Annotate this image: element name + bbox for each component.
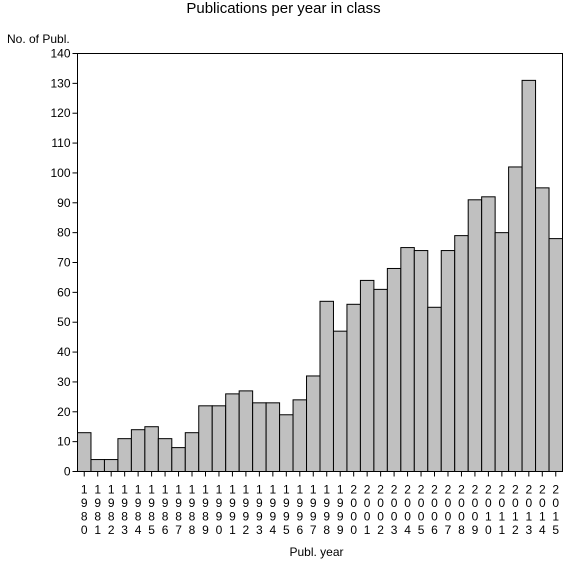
y-tick-label: 60 (57, 285, 71, 299)
bar-1991 (225, 393, 240, 472)
chart-title: Publications per year in class (186, 0, 381, 17)
bar-2015 (548, 238, 563, 472)
y-tick-label: 70 (57, 256, 71, 270)
bar-2010 (481, 196, 496, 472)
bar-1990 (211, 405, 227, 473)
y-tick-label: 0 (64, 465, 71, 479)
bar-1983 (117, 438, 132, 472)
bar-2008 (454, 235, 469, 472)
y-axis-ticks: 0 10 20 30 40 50 60 70 80 90 100 110 120 130 140 (50, 47, 78, 479)
bar-2009 (467, 199, 483, 473)
y-tick-label: 140 (50, 47, 70, 61)
bar-2014 (535, 187, 550, 472)
bar-1995 (279, 414, 294, 472)
bar-1993 (252, 402, 267, 473)
bar-1992 (238, 390, 254, 472)
bar-1996 (292, 399, 308, 473)
y-tick-label: 30 (57, 375, 71, 389)
x-axis-label: Publ. year (289, 545, 344, 559)
y-tick-label: 120 (50, 106, 70, 120)
bar-1984 (130, 429, 146, 473)
y-tick-label: 80 (57, 226, 71, 240)
bar-2002 (373, 288, 388, 472)
bar-1994 (265, 402, 281, 473)
bar-2000 (346, 303, 361, 472)
bar-1982 (103, 459, 119, 472)
bar-1989 (198, 405, 213, 473)
y-axis-label: No. of Publ. (7, 32, 70, 46)
bars (77, 79, 563, 473)
y-tick-label: 20 (57, 405, 71, 419)
bar-2007 (440, 250, 456, 472)
bar-2013 (521, 79, 537, 472)
bar-2003 (386, 267, 402, 472)
bar-1998 (319, 300, 334, 473)
bar-1988 (184, 432, 200, 472)
bar-2004 (400, 247, 415, 472)
y-tick-label: 90 (57, 196, 71, 210)
bar-1999 (332, 330, 348, 472)
x-axis-ticks: 1 9 8 0 1 9 8 1 1 9 8 2 1 9 8 3 1 9 8 4 1 9 8 5 1 9 8 6 1 9 8 7 1 9 8 8 1 9 8 9… (81, 471, 559, 538)
bar-2005 (413, 250, 429, 472)
bar-2006 (427, 306, 442, 472)
y-tick-label: 130 (50, 76, 70, 90)
y-tick-label: 100 (50, 166, 70, 180)
plot-frame (77, 53, 563, 472)
y-tick-label: 40 (57, 345, 71, 359)
y-tick-label: 110 (51, 136, 70, 150)
bar-1981 (90, 459, 105, 472)
bar-2012 (508, 166, 523, 472)
bar-2001 (359, 279, 375, 472)
bar-2011 (494, 232, 510, 472)
bar-1980 (77, 432, 92, 472)
bar-1987 (171, 447, 186, 473)
bar-1985 (144, 426, 159, 473)
y-tick-label: 10 (57, 435, 71, 449)
y-tick-label: 50 (57, 315, 71, 329)
bar-1986 (157, 438, 173, 472)
bar-1997 (306, 375, 321, 473)
